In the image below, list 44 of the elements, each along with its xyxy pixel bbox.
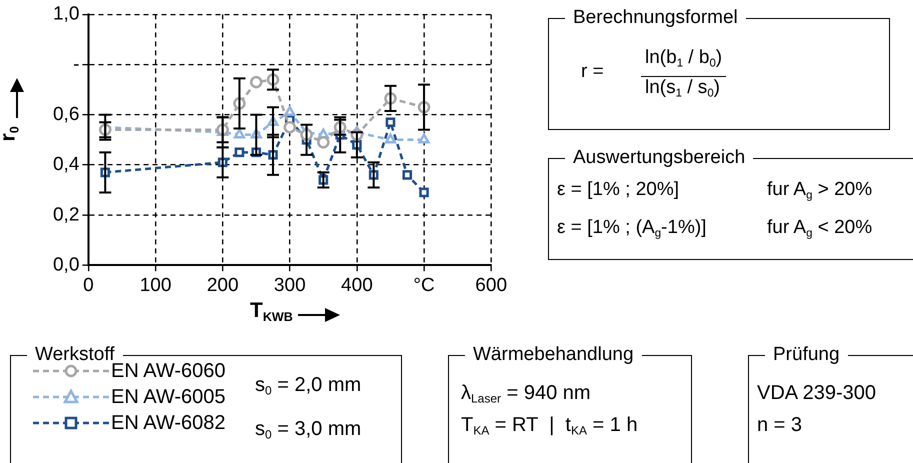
- x-tick-label: 0: [83, 274, 94, 296]
- point: [418, 134, 430, 144]
- text: T$_{KA}$ = RT | t$_{KA}$ = 1 h: [461, 414, 638, 440]
- text: ln(b$_{1}$ / b$_{0}$): [641, 47, 726, 78]
- x-tick-label: 600: [475, 274, 507, 296]
- text: Auswertungsbereich: [565, 147, 754, 169]
- x-tick-label: °C: [413, 274, 435, 296]
- x-tick-label: 400: [341, 274, 373, 296]
- text: λ$_{Laser}$ = 940 nm: [461, 382, 591, 408]
- text: Prüfung: [765, 344, 848, 366]
- y-tick-label: 0,2: [52, 204, 80, 226]
- x-tick-label: 300: [274, 274, 306, 296]
- point: [384, 134, 396, 144]
- legend-label: EN AW-6005: [111, 386, 226, 408]
- text: VDA 239-300: [757, 382, 876, 404]
- point: [386, 117, 396, 128]
- text: ε = [1% ; (A$_{g}$-1%)]: [557, 217, 706, 242]
- text: s$_{0}$ = 3,0 mm: [255, 418, 362, 444]
- point: [284, 106, 296, 116]
- point: [419, 188, 429, 198]
- text: Wärmebehandlung: [465, 344, 642, 366]
- text: ε = [1% ; 20%]: [557, 179, 680, 201]
- y-tick-label: -: [73, 54, 80, 75]
- text: r =: [581, 61, 604, 83]
- text: Berechnungsformel: [565, 7, 746, 29]
- text: n = 3: [757, 414, 802, 436]
- x-axis-title: T$_{KWB}$: [250, 299, 293, 326]
- y-tick-label: 0,0: [52, 254, 80, 276]
- y-tick-label: 0,4: [52, 154, 80, 176]
- point: [284, 121, 296, 134]
- x-tick-label: 200: [206, 274, 239, 296]
- x-tick-label: 100: [140, 274, 172, 296]
- y-tick-label: 1,0: [52, 4, 80, 25]
- point: [250, 76, 262, 88]
- point: [234, 128, 246, 139]
- text: s$_{0}$ = 2,0 mm: [255, 374, 362, 400]
- point: [234, 148, 244, 158]
- text: fur A$_{g}$ > 20%: [767, 179, 872, 204]
- legend-label: EN AW-6082: [111, 412, 226, 434]
- text: ln(s$_{1}$ / s$_{0}$): [645, 77, 720, 102]
- point: [317, 136, 330, 149]
- point: [402, 170, 412, 180]
- text: fur A$_{g}$ < 20%: [767, 217, 872, 242]
- y-tick-label: 0,6: [52, 104, 80, 125]
